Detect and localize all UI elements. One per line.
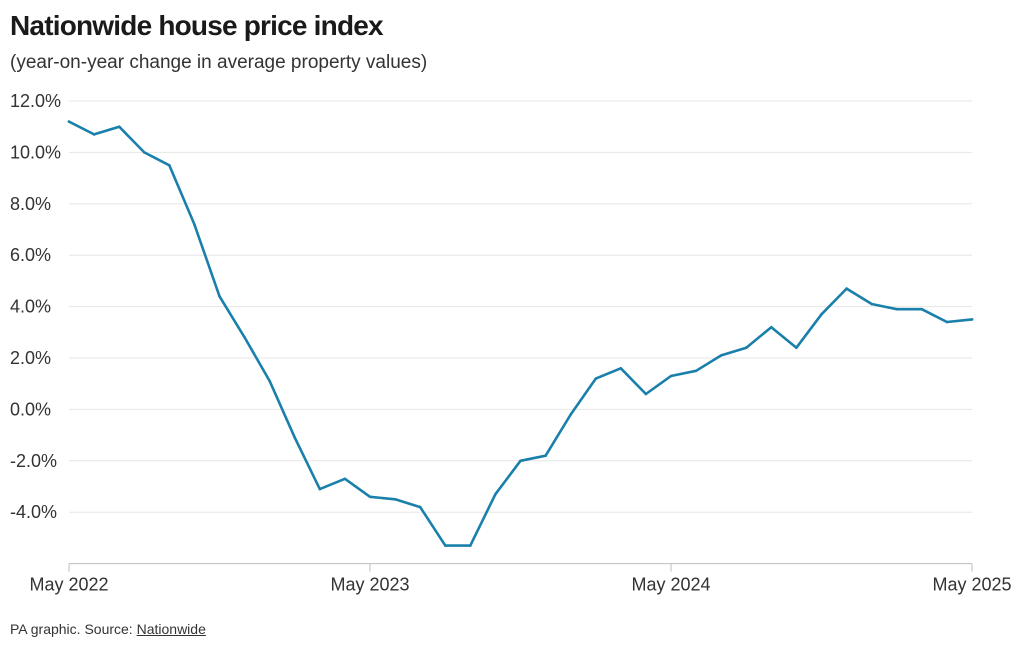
data-point: [343, 477, 347, 481]
data-point: [143, 151, 146, 154]
y-tick-label: -4.0%: [10, 502, 57, 522]
data-point: [820, 313, 823, 316]
data-point: [870, 302, 873, 306]
y-tick-label: -2.0%: [10, 451, 57, 471]
y-tick-label: 6.0%: [10, 245, 51, 265]
x-tick-label: May 2025: [932, 575, 1011, 595]
source-link[interactable]: Nationwide: [136, 621, 206, 637]
data-point: [594, 377, 598, 380]
data-point: [243, 336, 246, 339]
data-point: [669, 374, 673, 378]
x-tick-label: May 2023: [330, 575, 409, 595]
x-tick-label: May 2024: [631, 575, 710, 595]
x-tick-label: May 2022: [29, 575, 108, 595]
data-point: [318, 487, 322, 491]
data-point: [694, 369, 698, 373]
data-point: [719, 354, 723, 357]
data-point: [770, 325, 773, 329]
data-point: [368, 495, 372, 499]
data-point: [168, 164, 171, 167]
y-tick-label: 4.0%: [10, 297, 51, 317]
data-point: [945, 320, 949, 324]
data-point: [293, 436, 297, 440]
data-point: [745, 346, 748, 350]
data-point: [268, 379, 272, 383]
data-point: [795, 346, 798, 350]
data-point: [117, 125, 121, 128]
data-point: [845, 287, 848, 290]
data-point: [569, 413, 572, 416]
data-point: [920, 307, 924, 311]
data-point: [895, 307, 899, 311]
data-point: [494, 492, 497, 496]
data-point: [970, 318, 974, 321]
x-axis: May 2022 May 2023 May 2024 May 2025: [29, 563, 1012, 595]
y-tick-label: 8.0%: [10, 194, 51, 214]
y-axis-labels: 12.0% 10.0% 8.0% 6.0% 4.0% 2.0% 0.0% -2.0% -4.0%: [10, 91, 61, 522]
chart-title: Nationwide house price index: [10, 10, 384, 41]
data-point: [644, 392, 648, 396]
data-point: [444, 544, 447, 547]
chart-subtitle: (year-on-year change in average property…: [10, 52, 428, 73]
data-point: [619, 367, 623, 370]
footer-credit: PA graphic. Source: Nationwide: [10, 621, 206, 637]
data-point: [67, 120, 71, 123]
y-tick-label: 0.0%: [10, 399, 51, 419]
y-tick-label: 12.0%: [10, 91, 61, 111]
data-point: [393, 498, 397, 501]
data-point: [469, 544, 472, 547]
data-point: [218, 295, 221, 298]
series-layer: [67, 120, 974, 547]
y-tick-label: 2.0%: [10, 348, 51, 368]
footer-prefix: PA graphic. Source:: [10, 621, 137, 637]
data-point: [418, 505, 422, 509]
series-line: [67, 120, 974, 547]
data-point: [193, 223, 196, 226]
data-point: [519, 459, 522, 463]
data-point: [544, 454, 547, 458]
gridlines: [69, 100, 972, 513]
y-tick-label: 10.0%: [10, 142, 61, 162]
data-point: [92, 133, 96, 136]
